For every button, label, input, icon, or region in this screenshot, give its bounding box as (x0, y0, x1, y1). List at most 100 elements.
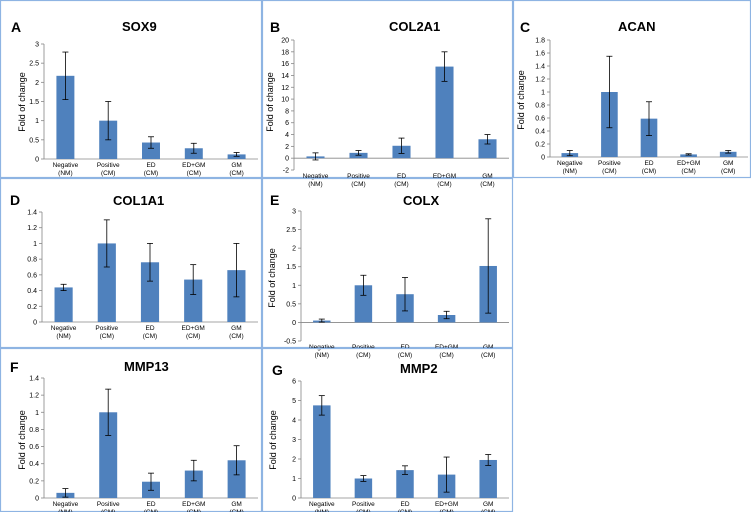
x-tick-label-sub: (CM) (394, 181, 408, 188)
x-tick-label: Positive (347, 173, 370, 180)
y-tick-label: 0.8 (29, 427, 39, 434)
y-tick-label: 0.4 (535, 129, 545, 136)
y-tick-label: 1 (33, 241, 37, 248)
chart-title: ACAN (618, 19, 656, 34)
y-tick-label: 1.2 (29, 393, 39, 400)
y-tick-label: 2 (35, 80, 39, 87)
y-tick-label: 0.4 (27, 288, 37, 295)
y-tick-label: 8 (285, 108, 289, 115)
panel-border (261, 347, 514, 512)
y-tick-label: 0 (35, 157, 39, 164)
y-tick-label: 1.5 (286, 264, 296, 271)
x-tick-label: ED+GM (182, 162, 205, 169)
y-tick-label: 20 (281, 38, 289, 45)
x-tick-label-sub: (CM) (437, 181, 451, 188)
x-tick-label-sub: (CM) (144, 170, 158, 177)
y-tick-label: 16 (281, 61, 289, 68)
y-tick-label: 2 (292, 457, 296, 464)
x-tick-label-sub: (NM) (58, 509, 72, 512)
x-tick-label-sub: (CM) (481, 352, 495, 359)
y-tick-label: 0.8 (27, 257, 37, 264)
x-tick-label: ED (146, 501, 155, 508)
chart-title: COL1A1 (113, 193, 164, 208)
bar (640, 118, 658, 157)
x-tick-label-sub: (CM) (229, 333, 243, 340)
x-tick-label: Negative (303, 173, 329, 180)
panel-letter: C (520, 19, 530, 35)
panel-letter: B (270, 19, 280, 35)
x-tick-label-sub: (CM) (481, 509, 495, 512)
panel-d: D COL1A1 0 0.2 0.4 0.6 0.8 1 1.2 1.4 Negative(NM) P… (0, 177, 263, 349)
bar (396, 470, 414, 498)
y-tick-label: 3 (292, 437, 296, 444)
x-tick-label-sub: (NM) (56, 333, 70, 340)
x-tick-label: ED (145, 325, 154, 332)
x-tick-label-sub: (CM) (186, 333, 200, 340)
y-axis-label: Fold of change (267, 248, 277, 308)
x-tick-label: Positive (352, 501, 375, 508)
y-tick-label: 1 (35, 410, 39, 417)
x-tick-label: Negative (53, 162, 79, 169)
y-tick-label: 1.4 (27, 210, 37, 217)
y-tick-label: 0 (35, 496, 39, 503)
y-tick-label: 0.6 (27, 272, 37, 279)
x-tick-label-sub: (CM) (356, 509, 370, 512)
y-tick-label: 3 (35, 42, 39, 49)
bar (354, 285, 373, 323)
x-tick-label: ED (397, 173, 406, 180)
x-tick-label-sub: (CM) (356, 352, 370, 359)
y-tick-label: 0 (285, 156, 289, 163)
x-tick-label: Positive (97, 162, 120, 169)
x-tick-label: GM (231, 162, 241, 169)
y-tick-label: 0.2 (27, 304, 37, 311)
y-axis-label: Fold of change (17, 72, 27, 132)
y-tick-label: 0.2 (535, 142, 545, 149)
bar (313, 405, 331, 498)
bar (99, 412, 118, 498)
x-tick-label: ED+GM (182, 325, 205, 332)
y-tick-label: 3 (292, 209, 296, 216)
x-tick-label: ED (644, 160, 653, 167)
bar (478, 139, 497, 159)
x-tick-label: ED+GM (435, 501, 458, 508)
y-tick-label: 1 (35, 118, 39, 125)
y-tick-label: 18 (281, 49, 289, 56)
y-axis-label: Fold of change (17, 410, 27, 470)
x-tick-label-sub: (CM) (398, 509, 412, 512)
y-tick-label: 0 (292, 320, 296, 327)
x-tick-label: ED+GM (677, 160, 700, 167)
x-tick-label-sub: (CM) (229, 509, 243, 512)
y-tick-label: 1 (292, 283, 296, 290)
y-tick-label: 1.6 (535, 51, 545, 58)
y-tick-label: 0 (541, 155, 545, 162)
y-tick-label: 10 (281, 97, 289, 104)
y-tick-label: 1.4 (535, 64, 545, 71)
y-tick-label: 1.2 (535, 77, 545, 84)
y-tick-label: 0 (292, 496, 296, 503)
x-tick-label: Positive (97, 501, 120, 508)
y-tick-label: 12 (281, 85, 289, 92)
x-tick-label: ED (146, 162, 155, 169)
x-tick-label: Positive (95, 325, 118, 332)
x-tick-label: GM (482, 173, 492, 180)
x-tick-label: GM (231, 325, 241, 332)
y-tick-label: -0.5 (284, 339, 296, 346)
x-tick-label-sub: (NM) (58, 170, 72, 177)
bar (227, 460, 246, 498)
y-tick-label: 1.8 (535, 38, 545, 45)
y-tick-label: 0 (33, 320, 37, 327)
bar (54, 287, 73, 322)
panel-letter: D (10, 192, 20, 208)
panel-e: E COLX Fold of change -0.5 0 0.5 1 1.5 2 2.5 3 Nega… (261, 177, 514, 359)
panel-border (0, 0, 263, 179)
x-tick-label: ED+GM (433, 173, 456, 180)
y-tick-label: 2 (292, 246, 296, 253)
x-tick-label: ED (400, 344, 409, 351)
x-tick-label-sub: (NM) (563, 168, 577, 175)
chart-title: COL2A1 (389, 19, 440, 34)
bar (56, 75, 75, 159)
y-tick-label: 5 (292, 398, 296, 405)
y-tick-label: -2 (283, 168, 289, 175)
x-tick-label: GM (723, 160, 733, 167)
